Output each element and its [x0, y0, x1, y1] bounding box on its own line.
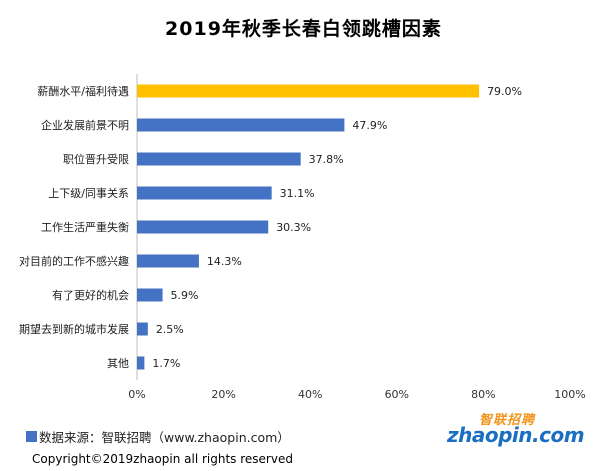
- category-label: 对目前的工作不感兴趣: [19, 254, 129, 268]
- value-label: 2.5%: [156, 323, 184, 336]
- category-label: 有了更好的机会: [52, 288, 129, 302]
- bar: [137, 84, 480, 98]
- source-text: 数据来源：智联招聘（www.zhaopin.com）: [39, 430, 290, 445]
- logo-english-text: zhaopin.com: [447, 423, 585, 447]
- bar: [137, 288, 163, 302]
- bar: [137, 356, 145, 370]
- category-label: 上下级/同事关系: [48, 186, 129, 200]
- copyright-text: Copyright©2019zhaopin all rights reserve…: [32, 452, 293, 466]
- bar: [137, 152, 301, 166]
- category-label: 期望去到新的城市发展: [19, 322, 129, 336]
- value-label: 14.3%: [207, 255, 242, 268]
- category-label: 企业发展前景不明: [41, 118, 129, 132]
- bar: [137, 322, 148, 336]
- x-tick-label: 0%: [128, 388, 145, 401]
- x-tick-label: 80%: [471, 388, 495, 401]
- category-label: 薪酬水平/福利待遇: [37, 84, 129, 98]
- x-tick-label: 40%: [298, 388, 322, 401]
- bar: [137, 220, 269, 234]
- data-source: 数据来源：智联招聘（www.zhaopin.com）: [26, 427, 290, 446]
- value-label: 37.8%: [309, 153, 344, 166]
- bar: [137, 186, 272, 200]
- bar: [137, 118, 345, 132]
- category-label: 其他: [107, 357, 129, 370]
- value-label: 5.9%: [171, 289, 199, 302]
- chart-title: 2019年秋季长春白领跳槽因素: [165, 18, 442, 40]
- logo-chinese-text: 智联招聘: [479, 413, 536, 428]
- category-label: 职位晋升受限: [63, 152, 129, 166]
- value-label: 30.3%: [276, 221, 311, 234]
- x-tick-label: 100%: [554, 388, 585, 401]
- value-label: 31.1%: [280, 187, 315, 200]
- x-tick-label: 20%: [211, 388, 235, 401]
- bar: [137, 254, 199, 268]
- category-label: 工作生活严重失衡: [41, 220, 129, 234]
- x-tick-label: 60%: [385, 388, 409, 401]
- value-label: 47.9%: [352, 119, 387, 132]
- value-label: 1.7%: [152, 357, 180, 370]
- value-label: 79.0%: [487, 85, 522, 98]
- zhaopin-logo: 智联招聘 zhaopin.com: [447, 409, 585, 449]
- source-marker-icon: [26, 431, 37, 442]
